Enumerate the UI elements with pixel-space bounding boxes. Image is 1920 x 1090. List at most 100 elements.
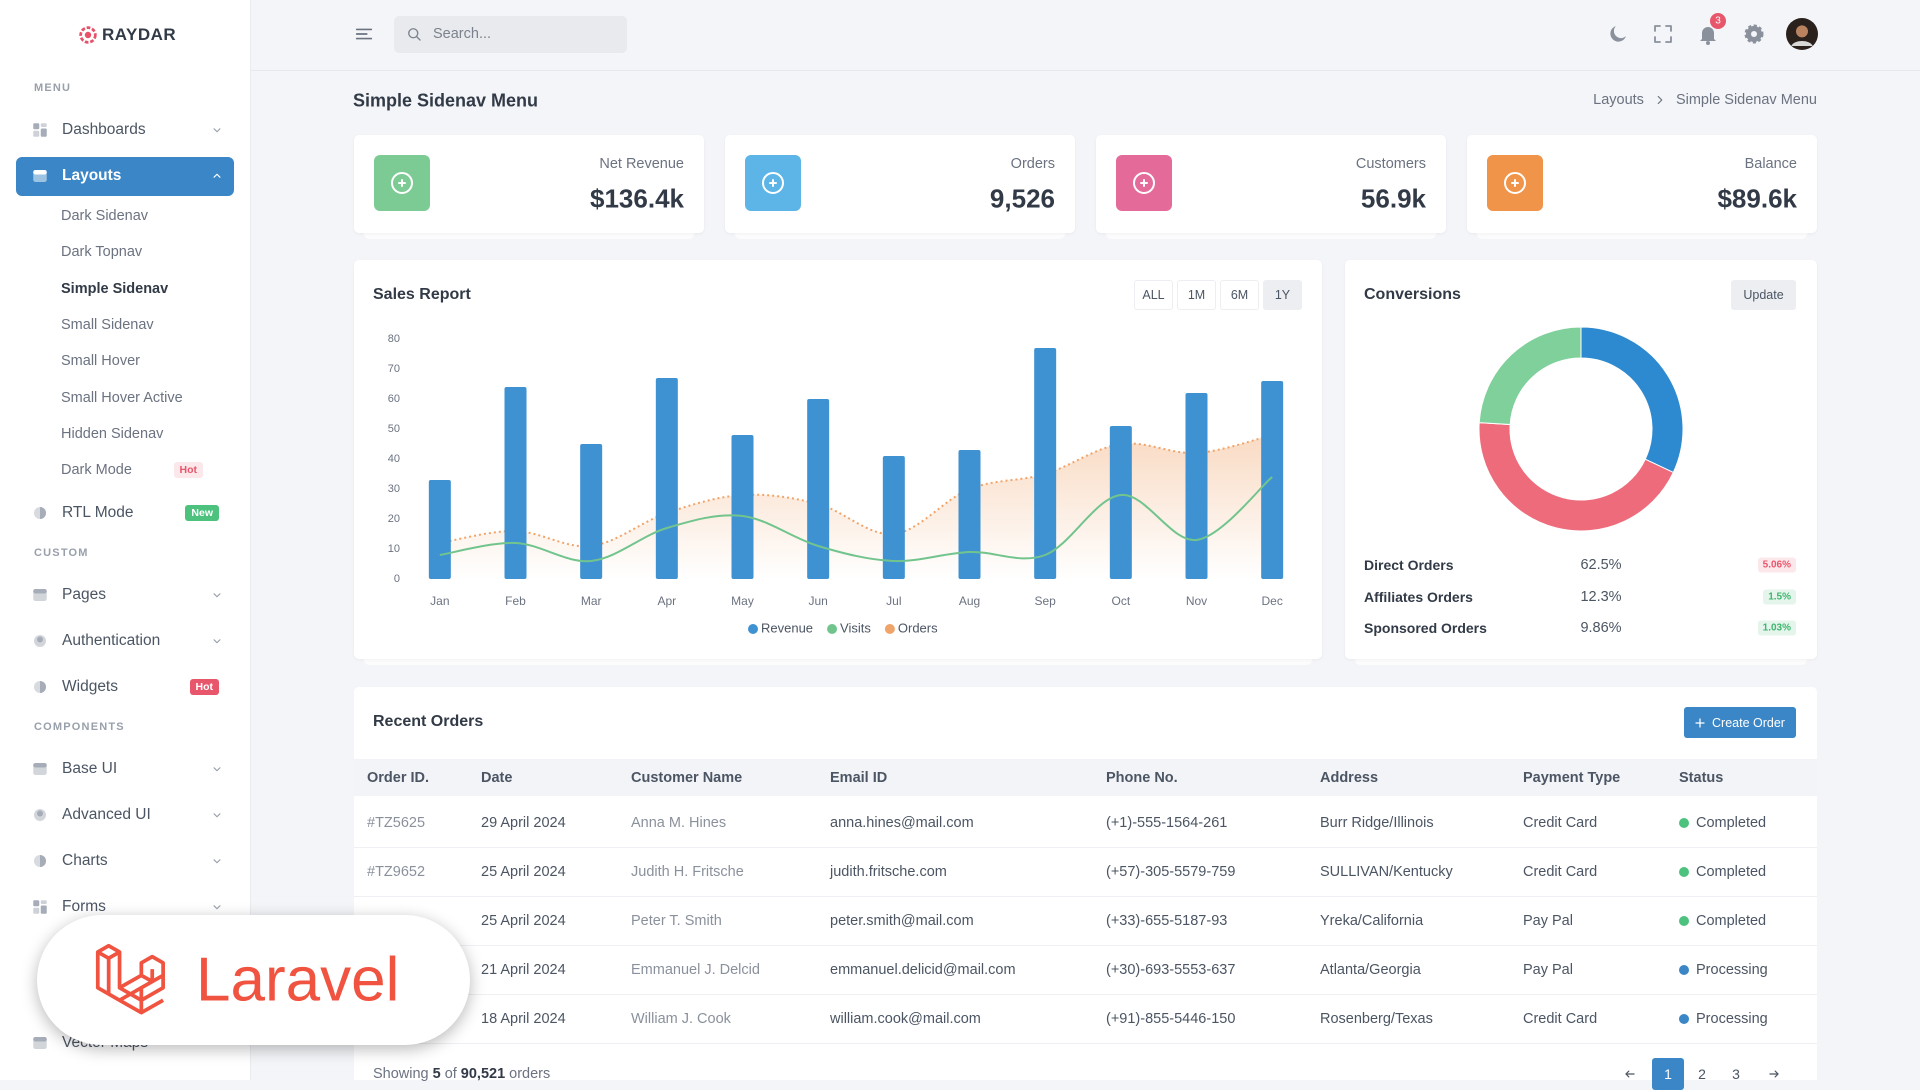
icon-shape	[33, 130, 40, 137]
stat-label: Net Revenue	[599, 156, 684, 172]
icon-shape	[213, 767, 221, 772]
section-title: MENU	[34, 82, 72, 94]
status-dot	[1679, 1014, 1689, 1024]
watermark-text: Laravel	[196, 945, 400, 1015]
nav-sublabel: Small Hover	[61, 353, 140, 370]
page-number: 2	[1698, 1066, 1706, 1082]
breadcrumb-item[interactable]: Simple Sidenav Menu	[1675, 92, 1817, 108]
icon-shape	[391, 172, 413, 194]
table-cell: Credit Card	[1523, 815, 1598, 831]
icon-shape	[1695, 717, 1705, 728]
chevron	[213, 593, 221, 598]
table-footer: Showing 5 of 90,521 orders	[373, 1066, 550, 1082]
icon-shape	[33, 900, 40, 907]
status: Completed	[1696, 864, 1767, 880]
chart-title: Conversions	[1364, 286, 1461, 303]
icon-shape	[40, 900, 47, 905]
table-cell: (+30)-693-5553-637	[1106, 962, 1236, 978]
chevron	[213, 639, 221, 644]
plus-icon	[1695, 717, 1705, 728]
icon-shape	[213, 639, 221, 644]
update-button[interactable]	[1731, 280, 1796, 310]
nav-icon	[34, 507, 46, 520]
page-next	[1769, 1070, 1779, 1078]
status-dot	[1679, 818, 1689, 828]
row-divider	[354, 896, 1817, 897]
chevron	[213, 128, 221, 133]
stat-value: 9,526	[989, 183, 1055, 214]
footer-text: 90,521	[460, 1066, 506, 1082]
row-divider	[354, 1043, 1817, 1044]
status: Processing	[1696, 1011, 1768, 1027]
icon-shape	[1700, 27, 1716, 41]
icon-shape	[213, 859, 221, 864]
icon-shape	[1706, 41, 1710, 45]
breadcrumb-separator	[1657, 95, 1663, 105]
nav-sublabel: Small Sidenav	[61, 316, 154, 333]
theme-toggle	[1610, 26, 1626, 42]
footer-text: of	[444, 1066, 457, 1082]
table-cell: william.cook@mail.com	[830, 1011, 981, 1027]
chevron	[213, 813, 221, 818]
chevron	[213, 905, 221, 910]
nav-sublabel: Simple Sidenav	[61, 280, 169, 297]
icon-shape	[1751, 31, 1757, 37]
icon-shape	[1625, 1070, 1635, 1078]
icon-shape	[1769, 1070, 1779, 1078]
stat-icon	[391, 172, 413, 194]
table-cell: Emmanuel J. Delcid	[631, 962, 760, 978]
footer-text: orders	[509, 1066, 551, 1082]
section-title: COMPONENTS	[34, 721, 125, 734]
icon-shape	[1657, 95, 1663, 105]
nav-icon	[33, 589, 47, 602]
icon-shape	[33, 170, 47, 175]
breadcrumb-item[interactable]: Layouts	[1593, 92, 1644, 108]
table-cell: SULLIVAN/Kentucky	[1320, 864, 1453, 880]
stat-label: Orders	[1010, 156, 1055, 172]
icon-shape	[1791, 41, 1813, 46]
column-header: Email ID	[830, 770, 888, 786]
status: Completed	[1696, 913, 1767, 929]
table-cell: anna.hines@mail.com	[830, 815, 974, 831]
chevron	[213, 859, 221, 864]
icon-shape	[79, 26, 97, 44]
column-header: Status	[1679, 770, 1724, 786]
search-box[interactable]	[394, 16, 627, 53]
conversion-value: 9.86%	[1580, 620, 1622, 636]
table-cell: judith.fritsche.com	[830, 864, 947, 880]
table-cell: #TZ5625	[367, 815, 426, 831]
nav-label: Pages	[62, 586, 106, 604]
status-dot	[1679, 916, 1689, 926]
card-title: Recent Orders	[373, 713, 484, 730]
status-dot	[1679, 867, 1689, 877]
table-cell: Pay Pal	[1523, 962, 1573, 978]
nav-label: RTL Mode	[62, 504, 134, 522]
table-cell: (+57)-305-5579-759	[1106, 864, 1236, 880]
update-label: Update	[1743, 288, 1784, 302]
range-button[interactable]	[1134, 280, 1173, 310]
nav-item[interactable]	[16, 156, 234, 196]
table-cell: Yreka/California	[1320, 913, 1424, 929]
breadcrumb: Layouts Simple Sidenav Menu	[1593, 92, 1817, 108]
chevron	[213, 767, 221, 772]
table-cell: Burr Ridge/Illinois	[1320, 815, 1434, 831]
table-cell: 25 April 2024	[481, 913, 566, 929]
nav-icon	[33, 170, 47, 182]
range-button[interactable]	[1263, 280, 1302, 310]
column-header: Order ID.	[367, 770, 430, 786]
avatar	[1786, 18, 1818, 50]
search-placeholder: Search...	[433, 26, 492, 42]
nav-icon	[34, 681, 46, 694]
range-button[interactable]	[1177, 280, 1216, 310]
table-cell: Atlanta/Georgia	[1320, 962, 1421, 978]
range-button[interactable]	[1220, 280, 1259, 310]
table-cell: 18 April 2024	[481, 1011, 566, 1027]
search-icon	[408, 28, 421, 41]
stat-icon	[762, 172, 784, 194]
chart-title: Sales Report	[373, 286, 471, 303]
page-title: Simple Sidenav Menu	[353, 90, 539, 111]
sales-card	[354, 260, 1322, 659]
icon-shape	[37, 636, 43, 643]
icon-shape	[33, 1037, 47, 1042]
